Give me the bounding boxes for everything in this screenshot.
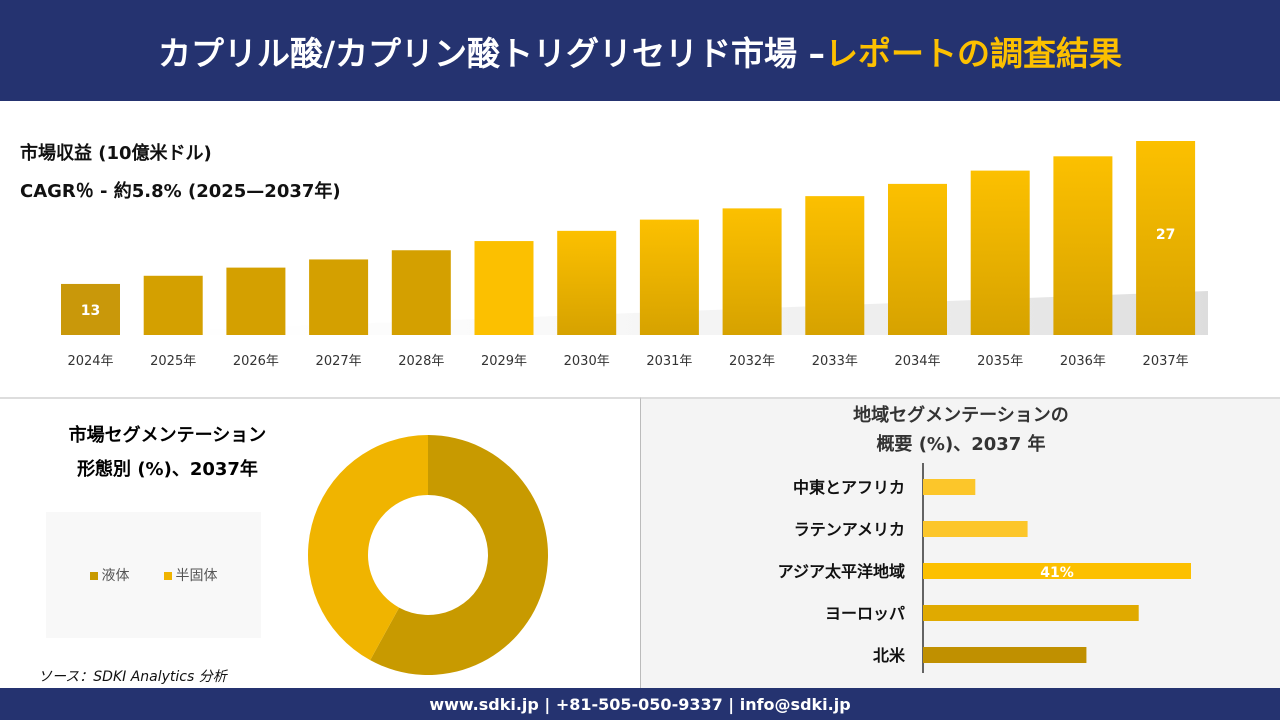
year-tick-label: 2031年: [646, 354, 692, 369]
form-title-line2: 形態別 (%)、2037年: [77, 459, 258, 480]
cagr-label: CAGR％ - 約5.8% (2025—2037年): [20, 181, 341, 202]
year-tick-label: 2025年: [150, 354, 196, 369]
region-bar: [923, 521, 1028, 537]
legend-item-semisolid: 半固体: [163, 565, 218, 585]
footer-contact: www.sdki.jp | +81-505-050-9337 | info@sd…: [0, 688, 1280, 720]
revenue-chart-section: 市場収益 (10億米ドル) CAGR％ - 約5.8% (2025—2037年)…: [0, 101, 1280, 397]
revenue-bar: [226, 267, 286, 335]
legend-swatch: [163, 572, 172, 580]
revenue-bar: [143, 275, 203, 335]
source-note: ソース：SDKI Analytics 分析: [38, 669, 227, 685]
revenue-bar: [61, 283, 120, 335]
region-label: アジア太平洋地域: [778, 562, 905, 581]
region-bar: [923, 647, 1087, 663]
form-title-line1: 市場セグメンテーション: [68, 425, 267, 446]
form-segment-title: 市場セグメンテーション 形態別 (%)、2037年: [40, 419, 295, 487]
legend-item-liquid: 液体: [89, 565, 130, 585]
region-label: 北米: [873, 646, 906, 665]
year-tick-label: 2034年: [894, 354, 940, 369]
year-tick-label: 2037年: [1143, 354, 1189, 369]
year-tick-label: 2029年: [481, 354, 527, 369]
year-tick-label: 2030年: [564, 354, 610, 369]
revenue-bar: [474, 241, 534, 335]
year-tick-label: 2036年: [1060, 354, 1106, 369]
revenue-bar-chart: 2024年 13 2025年 2026年 2027年 2028年 2029年 2030年 203…: [60, 141, 1208, 369]
revenue-bar: [557, 230, 617, 335]
revenue-bar: [805, 196, 865, 335]
form-segment-section: 市場セグメンテーション 形態別 (%)、2037年 液体 半固体 ソース：SDK…: [0, 397, 640, 688]
legend-label: 半固体: [175, 568, 218, 584]
year-tick-label: 2035年: [977, 354, 1023, 369]
legend-swatch: [89, 572, 98, 580]
revenue-bar: [309, 259, 369, 335]
form-donut-chart: [307, 435, 548, 675]
region-label: ラテンアメリカ: [794, 520, 905, 539]
revenue-bar: [391, 250, 451, 335]
donut-slice: [370, 435, 548, 675]
title-main: カプリル酸/カプリン酸トリグリセリド市場 –: [157, 33, 826, 73]
year-tick-label: 2028年: [398, 354, 444, 369]
year-tick-label: 2026年: [233, 354, 279, 369]
year-tick-label: 2027年: [316, 354, 362, 369]
year-tick-label: 2024年: [67, 354, 113, 369]
bar-data-label: 13: [81, 303, 100, 319]
region-segment-section: 地域セグメンテーションの 概要 (%)、2037 年 中東とアフリカ ラテンアメリ…: [640, 397, 1280, 688]
revenue-chart-title: 市場収益 (10億米ドル): [20, 143, 212, 164]
revenue-bar: [970, 170, 1030, 335]
region-label: ヨーロッパ: [825, 604, 905, 623]
revenue-bar: [722, 208, 782, 335]
revenue-bar: [1136, 141, 1196, 335]
region-title-line2: 概要 (%)、2037 年: [876, 434, 1046, 455]
donut-legend: 液体 半固体: [46, 512, 261, 638]
bar-data-label: 27: [1156, 227, 1175, 243]
revenue-bar: [639, 219, 699, 335]
region-title-line1: 地域セグメンテーションの: [853, 405, 1069, 426]
region-label: 中東とアフリカ: [793, 478, 905, 497]
title-accent: レポートの調査結果: [825, 33, 1123, 73]
region-bar: [923, 479, 976, 495]
region-bar: [923, 563, 1191, 579]
donut-slice: [307, 435, 428, 661]
year-tick-label: 2032年: [729, 354, 775, 369]
revenue-bar: [888, 183, 947, 335]
revenue-bar: [1053, 156, 1113, 335]
legend-label: 液体: [101, 568, 130, 584]
region-bar: [923, 605, 1139, 621]
region-data-label: 41%: [1040, 565, 1074, 581]
region-segment-title: 地域セグメンテーションの 概要 (%)、2037 年: [791, 401, 1131, 459]
year-tick-label: 2033年: [812, 354, 858, 369]
page-title: カプリル酸/カプリン酸トリグリセリド市場 – レポートの調査結果: [0, 0, 1280, 101]
